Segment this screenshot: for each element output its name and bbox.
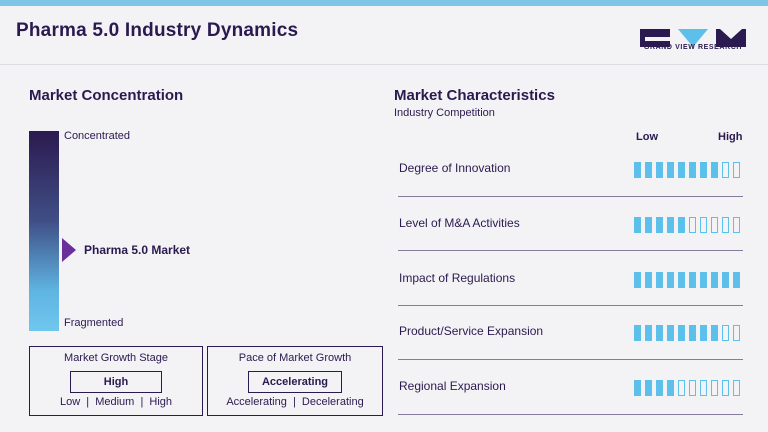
characteristic-level-meter: [634, 272, 740, 289]
characteristics-subheading: Industry Competition: [394, 107, 495, 119]
meter-segment-filled: [711, 272, 718, 288]
market-position-label: Pharma 5.0 Market: [84, 243, 191, 257]
meter-segment-empty: [722, 217, 729, 233]
growth-pace-title: Pace of Market Growth: [238, 352, 352, 364]
meter-segment-filled: [656, 272, 663, 288]
meter-segment-filled: [634, 272, 641, 288]
growth-stage-value: High: [70, 371, 162, 393]
characteristic-label: Regional Expansion: [399, 379, 506, 393]
concentration-heading: Market Concentration: [29, 87, 184, 104]
meter-segment-filled: [678, 325, 685, 341]
growth-stage-box: Market Growth Stage High Low | Medium | …: [29, 346, 203, 416]
meter-segment-empty: [700, 380, 707, 396]
characteristic-label: Degree of Innovation: [399, 161, 511, 175]
meter-segment-filled: [634, 217, 641, 233]
meter-segment-filled: [634, 325, 641, 341]
scale-high-label: High: [718, 131, 743, 143]
row-divider: [398, 196, 743, 197]
fragmented-label: Fragmented: [64, 317, 124, 329]
meter-segment-filled: [667, 162, 674, 178]
meter-segment-empty: [678, 380, 685, 396]
meter-segment-filled: [667, 380, 674, 396]
characteristic-label: Product/Service Expansion: [399, 324, 544, 338]
meter-segment-empty: [722, 380, 729, 396]
meter-segment-empty: [733, 162, 740, 178]
meter-segment-filled: [722, 272, 729, 288]
meter-segment-empty: [722, 325, 729, 341]
meter-segment-filled: [689, 272, 696, 288]
meter-segment-filled: [656, 325, 663, 341]
row-divider: [398, 250, 743, 251]
page-title: Pharma 5.0 Industry Dynamics: [16, 20, 299, 41]
meter-segment-filled: [711, 162, 718, 178]
meter-segment-filled: [711, 325, 718, 341]
top-accent-bar: [0, 0, 768, 6]
meter-segment-filled: [700, 162, 707, 178]
characteristic-level-meter: [634, 380, 740, 397]
meter-segment-empty: [689, 380, 696, 396]
meter-segment-empty: [689, 217, 696, 233]
meter-segment-filled: [634, 380, 641, 396]
meter-segment-empty: [733, 217, 740, 233]
growth-pace-value: Accelerating: [248, 371, 342, 393]
growth-pace-box: Pace of Market Growth Accelerating Accel…: [207, 346, 383, 416]
brand-name: GRAND VIEW RESEARCH: [643, 44, 743, 51]
meter-segment-empty: [733, 325, 740, 341]
meter-segment-filled: [656, 217, 663, 233]
scale-low-label: Low: [636, 131, 658, 143]
characteristic-level-meter: [634, 162, 740, 179]
market-position-marker-icon: [62, 238, 76, 262]
meter-segment-filled: [645, 325, 652, 341]
growth-stage-title: Market Growth Stage: [64, 352, 168, 364]
meter-segment-filled: [656, 162, 663, 178]
meter-segment-filled: [667, 272, 674, 288]
meter-segment-filled: [634, 162, 641, 178]
meter-segment-filled: [667, 325, 674, 341]
meter-segment-filled: [700, 272, 707, 288]
row-divider: [398, 359, 743, 360]
meter-segment-empty: [722, 162, 729, 178]
growth-stage-scale: Low | Medium | High: [59, 396, 173, 408]
meter-segment-filled: [733, 272, 740, 288]
concentration-gradient-bar: [29, 131, 59, 331]
row-divider: [398, 305, 743, 306]
characteristic-level-meter: [634, 217, 740, 234]
header-divider: [0, 64, 768, 65]
characteristic-label: Level of M&A Activities: [399, 216, 520, 230]
meter-segment-filled: [689, 325, 696, 341]
meter-segment-filled: [678, 217, 685, 233]
meter-segment-empty: [711, 217, 718, 233]
meter-segment-filled: [645, 272, 652, 288]
growth-pace-scale: Accelerating | Decelerating: [226, 396, 364, 408]
meter-segment-filled: [689, 162, 696, 178]
meter-segment-filled: [645, 217, 652, 233]
meter-segment-filled: [678, 272, 685, 288]
meter-segment-empty: [711, 380, 718, 396]
meter-segment-filled: [700, 325, 707, 341]
characteristic-label: Impact of Regulations: [399, 271, 516, 285]
meter-segment-filled: [667, 217, 674, 233]
meter-segment-filled: [678, 162, 685, 178]
meter-segment-empty: [733, 380, 740, 396]
meter-segment-filled: [656, 380, 663, 396]
row-divider: [398, 414, 743, 415]
grand-view-research-logo: [640, 29, 746, 47]
meter-segment-filled: [645, 162, 652, 178]
meter-segment-filled: [645, 380, 652, 396]
concentrated-label: Concentrated: [64, 130, 131, 142]
meter-segment-empty: [700, 217, 707, 233]
characteristic-level-meter: [634, 325, 740, 342]
characteristics-heading: Market Characteristics: [394, 87, 555, 104]
